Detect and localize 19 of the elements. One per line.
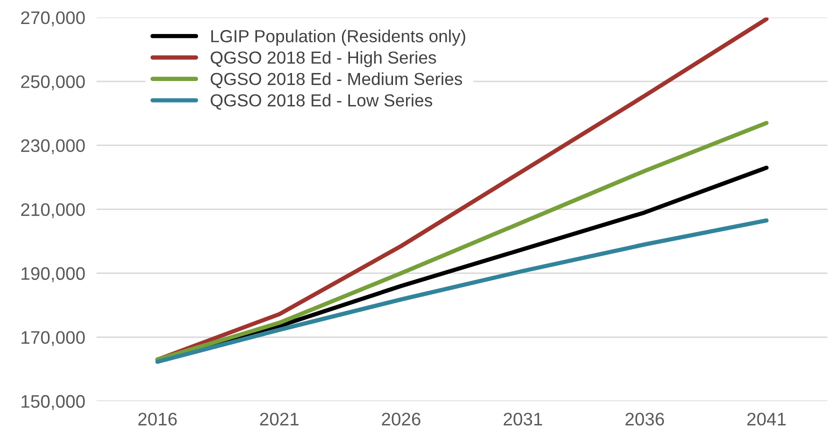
y-tick-label: 150,000 — [22, 395, 85, 410]
y-tick-label: 190,000 — [22, 267, 85, 282]
x-tick-label: 2031 — [504, 412, 542, 426]
legend-label: LGIP Population (Residents only) — [211, 30, 466, 46]
x-tick-label: 2036 — [626, 412, 664, 426]
y-tick-label: 210,000 — [21, 203, 85, 218]
y-tick-label: 170,000 — [22, 331, 85, 346]
x-tick-label: 2041 — [747, 412, 786, 426]
legend-label: QGSO 2018 Ed - High Series — [210, 50, 436, 68]
x-tick-label: 2016 — [138, 412, 177, 426]
x-tick-label: 2021 — [260, 412, 299, 426]
legend-label: QGSO 2018 Ed - Low Series — [210, 94, 432, 110]
y-tick-label: 230,000 — [21, 139, 85, 154]
legend-label: QGSO 2018 Ed - Medium Series — [210, 72, 462, 88]
line-series — [155, 120, 769, 362]
x-tick-label: 2026 — [382, 412, 420, 426]
y-tick-label: 270,000 — [21, 11, 85, 26]
y-tick-label: 250,000 — [21, 75, 85, 90]
line-series — [155, 218, 769, 364]
